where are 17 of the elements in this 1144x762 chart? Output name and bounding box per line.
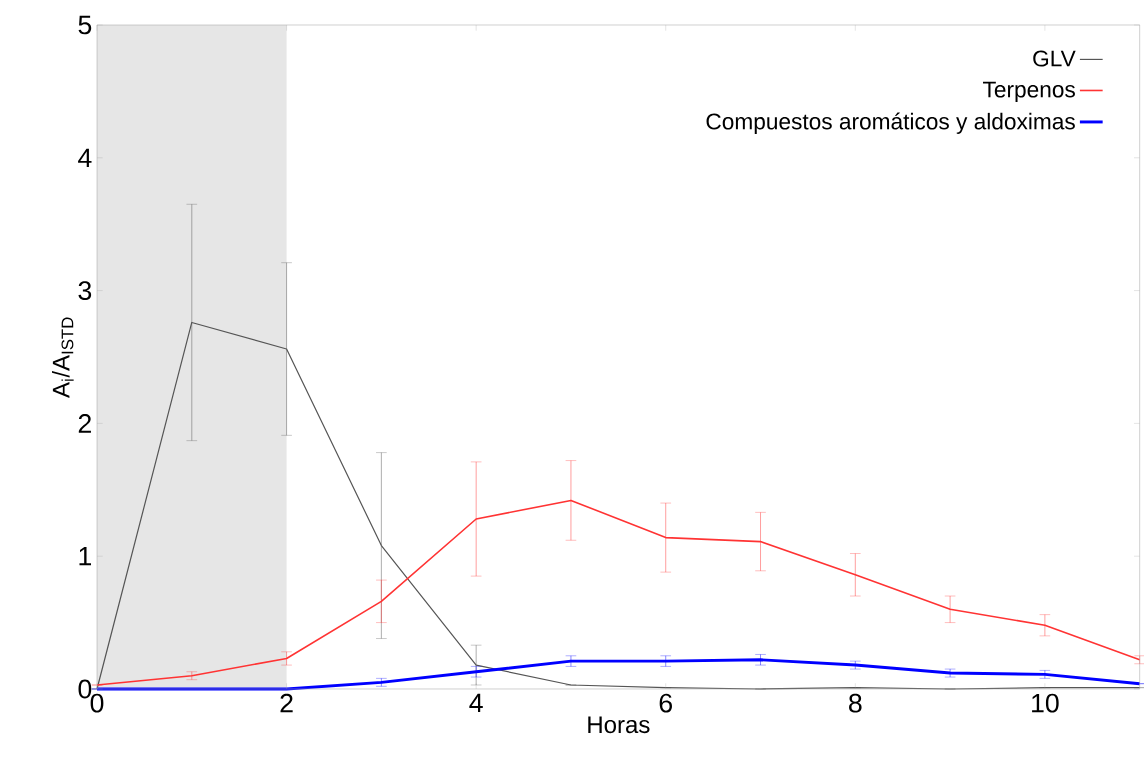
- y-tick-label: 2: [78, 414, 91, 433]
- x-tick-label: 6: [659, 693, 672, 713]
- x-tick-label: 2: [280, 693, 293, 713]
- y-axis-title: A$_{i}$/A$_{ISTD}$: [52, 317, 74, 398]
- y-tick-label: 1: [79, 547, 91, 566]
- legend-label: Compuestos aromáticos y aldoximas: [706, 112, 1075, 134]
- line-series: [96, 499, 1141, 686]
- legend-label: Terpenos: [983, 81, 1075, 102]
- y-tick-label: 3: [78, 281, 92, 301]
- legend-label: GLV: [1033, 50, 1076, 67]
- x-tick-label: 4: [469, 693, 483, 713]
- x-tick-label: 8: [849, 693, 862, 713]
- y-tick-label: 4: [78, 148, 92, 167]
- y-tick-label: 5: [78, 15, 92, 35]
- x-axis-title: Horas: [588, 716, 650, 734]
- y-tick-label: 0: [78, 679, 92, 699]
- x-tick-label: 10: [1032, 693, 1059, 713]
